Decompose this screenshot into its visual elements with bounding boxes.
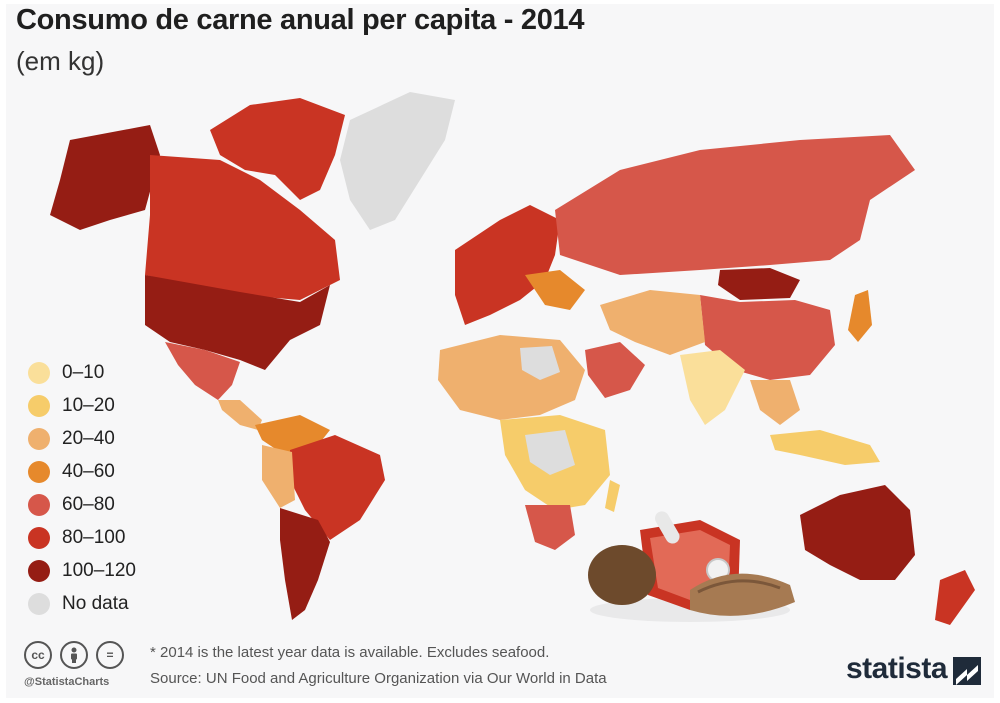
region-se-asia xyxy=(750,380,800,425)
source-line: Source: UN Food and Agriculture Organiza… xyxy=(150,670,607,687)
map-legend: 0–10 10–20 20–40 40–60 60–80 80–100 100–… xyxy=(28,356,136,620)
legend-swatch xyxy=(28,526,50,549)
attribution-icon[interactable] xyxy=(60,641,88,669)
legend-item: 60–80 xyxy=(28,488,136,521)
region-mongolia xyxy=(718,268,800,300)
legend-item: 80–100 xyxy=(28,521,136,554)
legend-item: 10–20 xyxy=(28,389,136,422)
statista-logo[interactable]: statista xyxy=(846,652,948,685)
legend-swatch xyxy=(28,460,50,483)
region-southern-africa xyxy=(525,505,575,550)
legend-item: 100–120 xyxy=(28,554,136,587)
region-greenland xyxy=(340,92,455,230)
world-choropleth-map xyxy=(50,92,975,625)
legend-label: No data xyxy=(62,592,129,614)
legend-swatch xyxy=(28,493,50,516)
region-new-zealand xyxy=(935,570,975,625)
legend-swatch xyxy=(28,427,50,450)
legend-label: 20–40 xyxy=(62,427,115,449)
region-russia xyxy=(555,135,915,275)
region-central-africa-no-data xyxy=(525,430,575,475)
legend-label: 0–10 xyxy=(62,361,105,383)
region-indonesia xyxy=(770,430,880,465)
region-argentina xyxy=(280,508,330,620)
social-handle[interactable]: @StatistaCharts xyxy=(24,676,110,688)
meat-illustration xyxy=(588,511,795,622)
legend-item: 40–60 xyxy=(28,455,136,488)
legend-swatch xyxy=(28,559,50,582)
creative-commons-icon[interactable]: cc xyxy=(24,641,52,669)
region-central-america xyxy=(218,400,262,430)
region-usa xyxy=(145,275,330,370)
legend-item: 20–40 xyxy=(28,422,136,455)
region-madagascar xyxy=(605,480,620,512)
region-central-asia xyxy=(600,290,705,355)
page-subtitle: (em kg) xyxy=(16,46,105,76)
no-derivatives-icon[interactable]: = xyxy=(96,641,124,669)
region-canada xyxy=(145,155,340,300)
legend-label: 100–120 xyxy=(62,559,136,581)
region-arabia xyxy=(585,342,645,398)
legend-swatch xyxy=(28,592,50,615)
region-brazil xyxy=(290,435,385,540)
region-australia xyxy=(800,485,915,580)
person-icon xyxy=(71,647,77,663)
region-eastern-europe xyxy=(525,270,585,310)
region-alaska xyxy=(50,125,160,230)
region-north-africa xyxy=(438,335,585,420)
region-peru-bolivia xyxy=(262,445,295,508)
region-canada-arctic xyxy=(210,98,345,200)
license-icons: cc = xyxy=(24,641,124,669)
legend-label: 60–80 xyxy=(62,493,115,515)
legend-swatch xyxy=(28,394,50,417)
legend-label: 40–60 xyxy=(62,460,115,482)
legend-label: 80–100 xyxy=(62,526,126,548)
region-sahara-no-data xyxy=(520,346,560,380)
region-india xyxy=(680,350,745,425)
statista-logo-mark xyxy=(953,657,981,685)
footnote: * 2014 is the latest year data is availa… xyxy=(150,644,550,661)
page-title: Consumo de carne anual per capita - 2014 xyxy=(16,4,585,36)
region-china xyxy=(700,295,835,380)
region-japan xyxy=(848,290,872,342)
region-europe xyxy=(455,205,560,325)
legend-label: 10–20 xyxy=(62,394,115,416)
region-mexico xyxy=(165,342,240,400)
legend-swatch xyxy=(28,361,50,384)
legend-item: 0–10 xyxy=(28,356,136,389)
legend-item: No data xyxy=(28,587,136,620)
